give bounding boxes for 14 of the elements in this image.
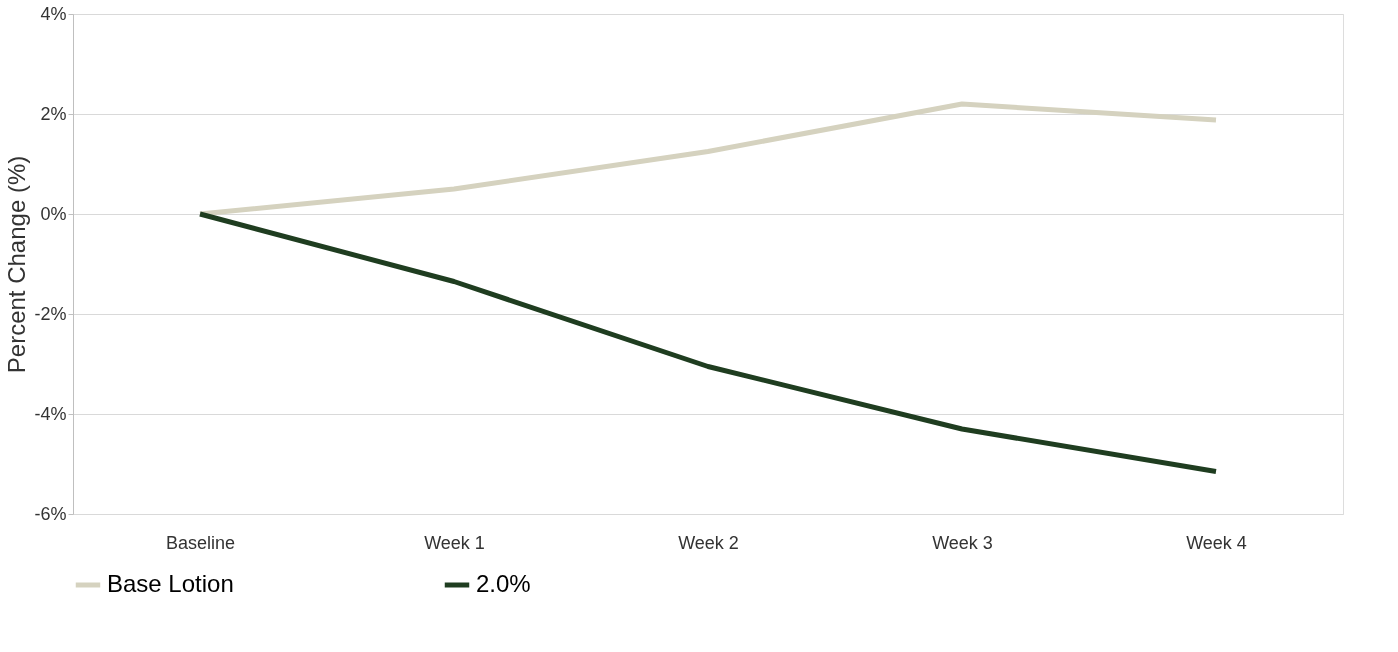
- y-tick-label: -4%: [34, 403, 67, 424]
- y-tick-label: -2%: [34, 303, 67, 324]
- legend-label: Base Lotion: [107, 570, 234, 597]
- y-tick-label: 4%: [40, 3, 67, 24]
- legend-label: 2.0%: [476, 570, 531, 597]
- y-tick-label: 2%: [40, 103, 67, 124]
- y-tick-label: 0%: [40, 203, 67, 224]
- x-tick-label: Baseline: [165, 532, 236, 553]
- x-tick-label: Week 2: [678, 532, 739, 553]
- x-tick-label: Week 4: [1186, 532, 1247, 553]
- x-tick-label: Week 1: [424, 532, 485, 553]
- y-tick-label: -6%: [34, 503, 67, 524]
- y-axis-title: Percent Change (%): [3, 155, 31, 374]
- x-tick-label: Week 3: [932, 532, 993, 553]
